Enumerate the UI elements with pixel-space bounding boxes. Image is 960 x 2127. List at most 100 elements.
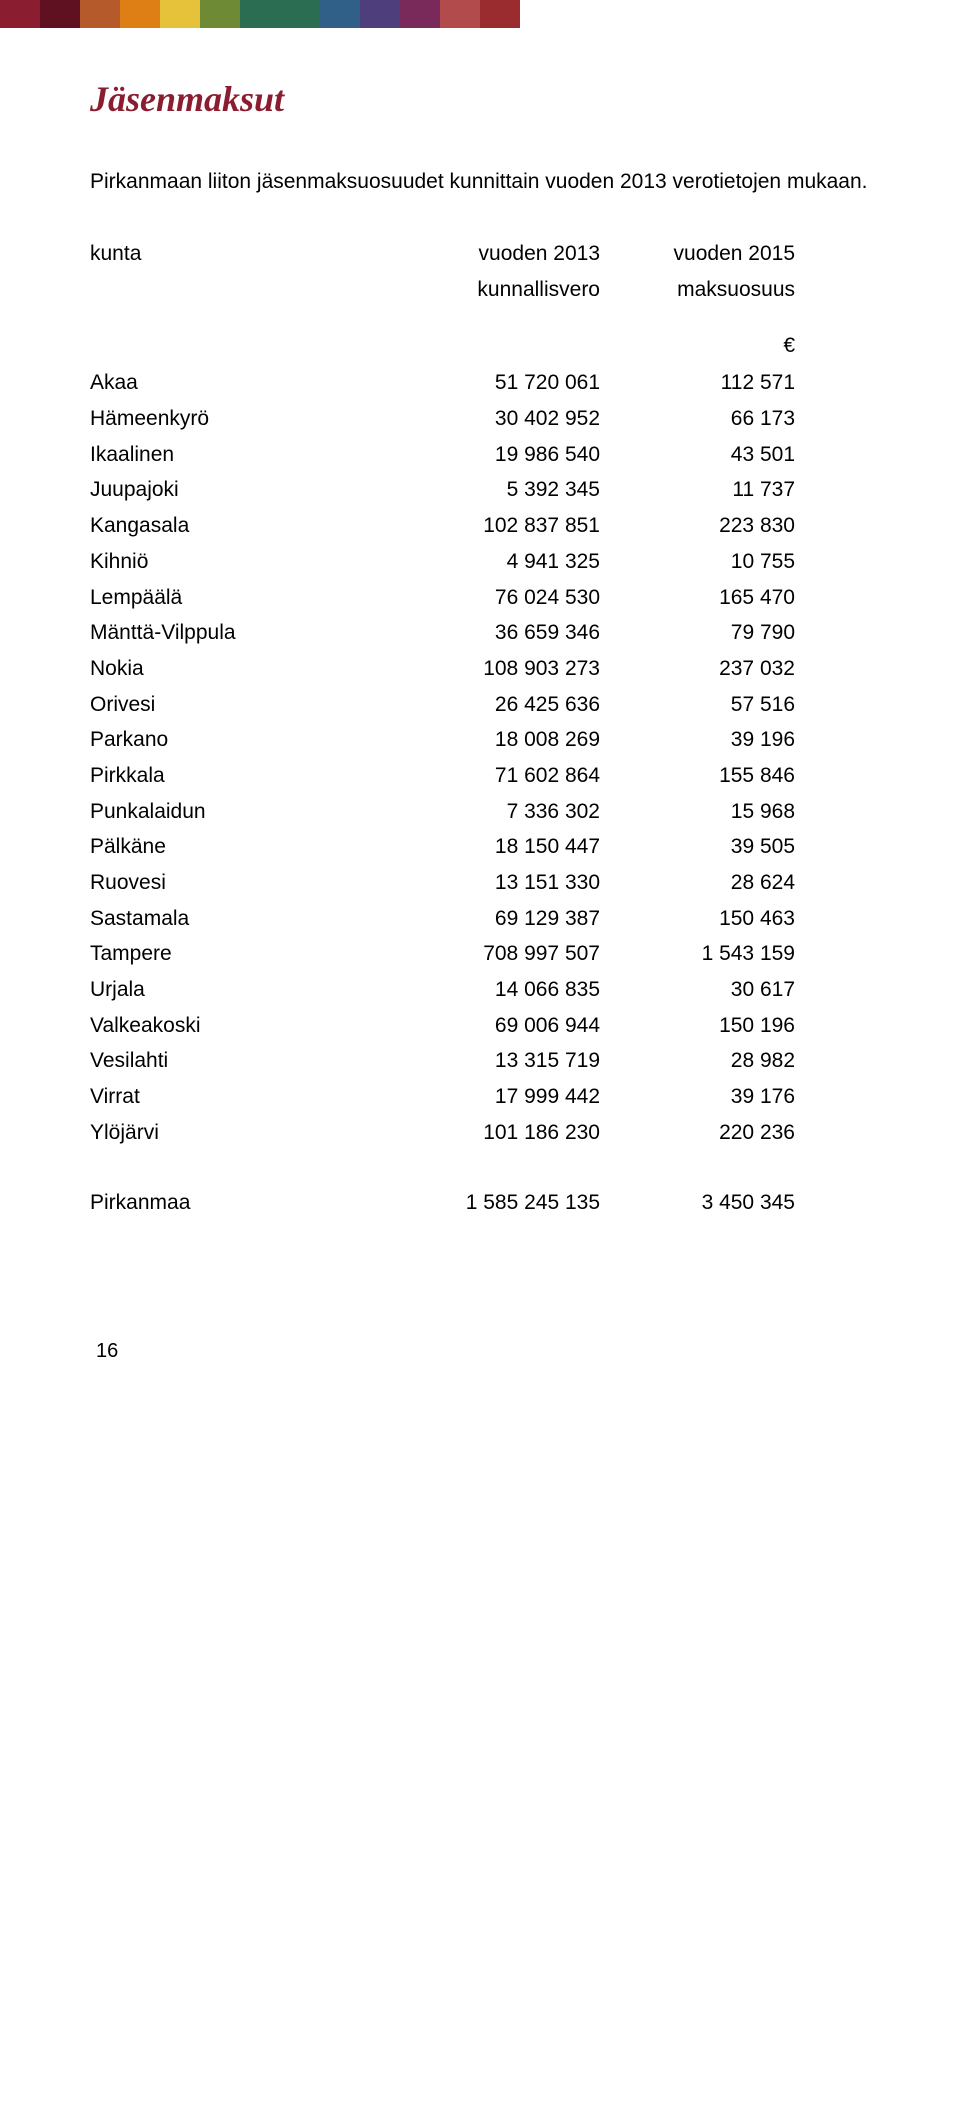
color-stripe-segment [0, 0, 40, 28]
cell-v1: 69 006 944 [390, 1008, 600, 1044]
color-stripe-segment [480, 0, 520, 28]
table-row: Parkano18 008 26939 196 [90, 722, 870, 758]
total-v2: 3 450 345 [600, 1185, 795, 1221]
table-header-row-2: kunnallisvero maksuosuus [90, 272, 870, 308]
page-title: Jäsenmaksut [90, 78, 870, 120]
cell-v1: 708 997 507 [390, 936, 600, 972]
cell-name: Hämeenkyrö [90, 401, 390, 437]
cell-v1: 102 837 851 [390, 508, 600, 544]
cell-v2: 15 968 [600, 794, 795, 830]
table-row: Nokia108 903 273237 032 [90, 651, 870, 687]
table-row: Akaa51 720 061112 571 [90, 365, 870, 401]
cell-name: Virrat [90, 1079, 390, 1115]
cell-v2: 79 790 [600, 615, 795, 651]
header-v1-line1: vuoden 2013 [390, 236, 600, 272]
cell-name: Orivesi [90, 687, 390, 723]
table-row: Lempäälä76 024 530165 470 [90, 580, 870, 616]
color-stripe-segment [280, 0, 320, 28]
color-stripe-segment [360, 0, 400, 28]
cell-name: Valkeakoski [90, 1008, 390, 1044]
cell-v2: 112 571 [600, 365, 795, 401]
intro-paragraph: Pirkanmaan liiton jäsenmaksuosuudet kunn… [90, 168, 870, 196]
cell-name: Mänttä-Vilppula [90, 615, 390, 651]
color-stripe-segment [440, 0, 480, 28]
table-row: Virrat17 999 44239 176 [90, 1079, 870, 1115]
cell-v2: 39 196 [600, 722, 795, 758]
cell-name: Parkano [90, 722, 390, 758]
table-row: Tampere708 997 5071 543 159 [90, 936, 870, 972]
color-stripe-segment [40, 0, 80, 28]
currency-symbol: € [600, 328, 795, 364]
cell-name: Pälkäne [90, 829, 390, 865]
cell-v1: 26 425 636 [390, 687, 600, 723]
cell-v1: 18 150 447 [390, 829, 600, 865]
cell-name: Lempäälä [90, 580, 390, 616]
cell-name: Ylöjärvi [90, 1115, 390, 1151]
cell-name: Kihniö [90, 544, 390, 580]
color-stripe-segment [240, 0, 280, 28]
cell-v1: 19 986 540 [390, 437, 600, 473]
fee-table: kunta vuoden 2013 vuoden 2015 kunnallisv… [90, 236, 870, 1220]
header-kunta: kunta [90, 236, 390, 272]
total-name: Pirkanmaa [90, 1185, 390, 1221]
table-row: Pirkkala71 602 864155 846 [90, 758, 870, 794]
table-row: Pälkäne18 150 44739 505 [90, 829, 870, 865]
table-row: Ikaalinen19 986 54043 501 [90, 437, 870, 473]
cell-v2: 10 755 [600, 544, 795, 580]
cell-v2: 150 463 [600, 901, 795, 937]
page-number: 16 [90, 1340, 870, 1363]
table-row: Kangasala102 837 851223 830 [90, 508, 870, 544]
cell-name: Vesilahti [90, 1043, 390, 1079]
cell-name: Punkalaidun [90, 794, 390, 830]
cell-v2: 30 617 [600, 972, 795, 1008]
cell-name: Sastamala [90, 901, 390, 937]
spacer [90, 1151, 870, 1185]
header-blank [90, 272, 390, 308]
cell-v2: 28 982 [600, 1043, 795, 1079]
cell-v2: 223 830 [600, 508, 795, 544]
table-header-row-1: kunta vuoden 2013 vuoden 2015 [90, 236, 870, 272]
cell-v1: 7 336 302 [390, 794, 600, 830]
cell-v2: 1 543 159 [600, 936, 795, 972]
cell-v1: 13 315 719 [390, 1043, 600, 1079]
cell-v1: 30 402 952 [390, 401, 600, 437]
cell-name: Urjala [90, 972, 390, 1008]
table-row: Mänttä-Vilppula36 659 34679 790 [90, 615, 870, 651]
cell-v1: 36 659 346 [390, 615, 600, 651]
cell-name: Kangasala [90, 508, 390, 544]
cell-v1: 18 008 269 [390, 722, 600, 758]
header-v1-line2: kunnallisvero [390, 272, 600, 308]
cell-v2: 237 032 [600, 651, 795, 687]
color-stripe-segment [320, 0, 360, 28]
cell-v1: 17 999 442 [390, 1079, 600, 1115]
cell-v1: 4 941 325 [390, 544, 600, 580]
cell-name: Nokia [90, 651, 390, 687]
cell-v1: 71 602 864 [390, 758, 600, 794]
cell-name: Pirkkala [90, 758, 390, 794]
color-stripe-segment [80, 0, 120, 28]
cell-v2: 220 236 [600, 1115, 795, 1151]
cell-v2: 66 173 [600, 401, 795, 437]
cell-v2: 165 470 [600, 580, 795, 616]
cell-name: Ikaalinen [90, 437, 390, 473]
page-content: Jäsenmaksut Pirkanmaan liiton jäsenmaksu… [0, 28, 960, 1423]
cell-v2: 155 846 [600, 758, 795, 794]
table-body: Akaa51 720 061112 571Hämeenkyrö30 402 95… [90, 365, 870, 1150]
cell-v1: 101 186 230 [390, 1115, 600, 1151]
table-row: Valkeakoski69 006 944150 196 [90, 1008, 870, 1044]
cell-v1: 76 024 530 [390, 580, 600, 616]
table-row: Sastamala69 129 387150 463 [90, 901, 870, 937]
table-row: Ruovesi13 151 33028 624 [90, 865, 870, 901]
color-stripe-segment [120, 0, 160, 28]
table-row: Hämeenkyrö30 402 95266 173 [90, 401, 870, 437]
table-row: Vesilahti13 315 71928 982 [90, 1043, 870, 1079]
cell-name: Akaa [90, 365, 390, 401]
total-v1: 1 585 245 135 [390, 1185, 600, 1221]
cell-v1: 14 066 835 [390, 972, 600, 1008]
cell-v2: 11 737 [600, 472, 795, 508]
table-row: Urjala14 066 83530 617 [90, 972, 870, 1008]
cell-v2: 39 176 [600, 1079, 795, 1115]
header-v2-line2: maksuosuus [600, 272, 795, 308]
currency-row: € [90, 328, 870, 364]
table-row: Kihniö4 941 32510 755 [90, 544, 870, 580]
